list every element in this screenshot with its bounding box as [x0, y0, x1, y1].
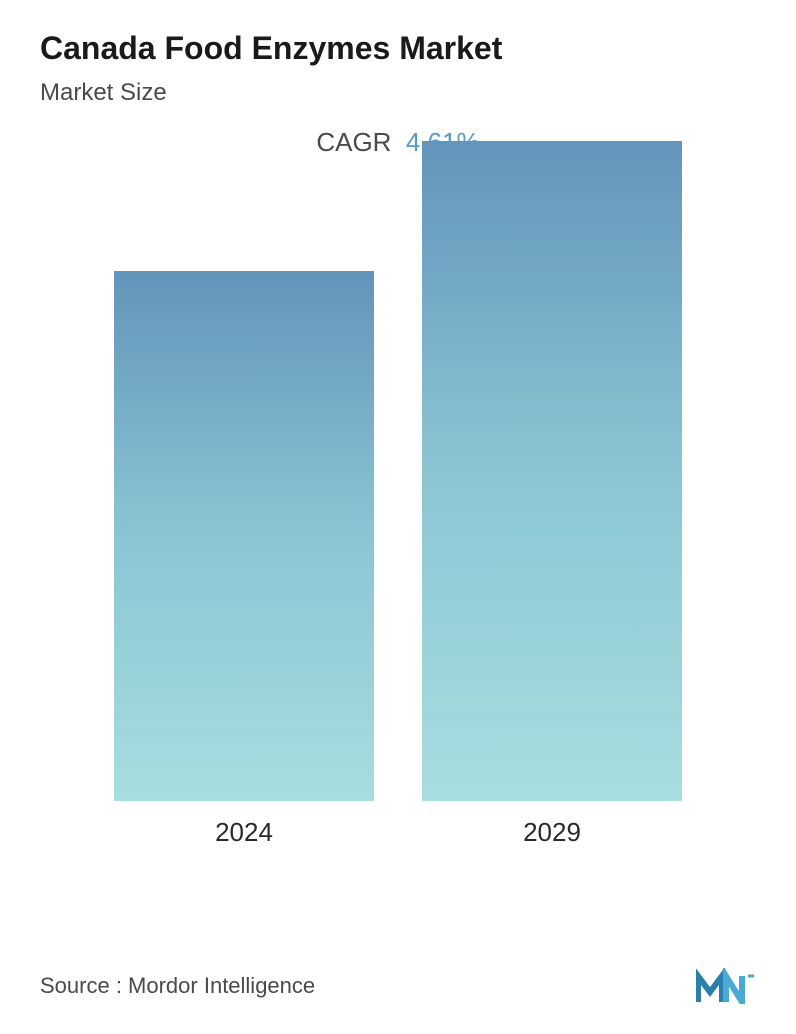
chart-area: 2024 2029 — [70, 188, 726, 888]
source-text: Source : Mordor Intelligence — [40, 973, 315, 999]
chart-subtitle: Market Size — [40, 79, 756, 107]
footer: Source : Mordor Intelligence — [40, 968, 756, 1004]
bar-group-2029: 2029 — [412, 141, 692, 848]
bar-group-2024: 2024 — [104, 271, 384, 848]
cagr-label: CAGR — [316, 127, 391, 157]
bar-label-2024: 2024 — [215, 817, 273, 848]
mordor-logo-icon — [696, 968, 756, 1004]
bar-2024 — [114, 271, 374, 801]
chart-title: Canada Food Enzymes Market — [40, 30, 756, 67]
bars-container: 2024 2029 — [70, 188, 726, 848]
bar-label-2029: 2029 — [523, 817, 581, 848]
bar-2029 — [422, 141, 682, 801]
